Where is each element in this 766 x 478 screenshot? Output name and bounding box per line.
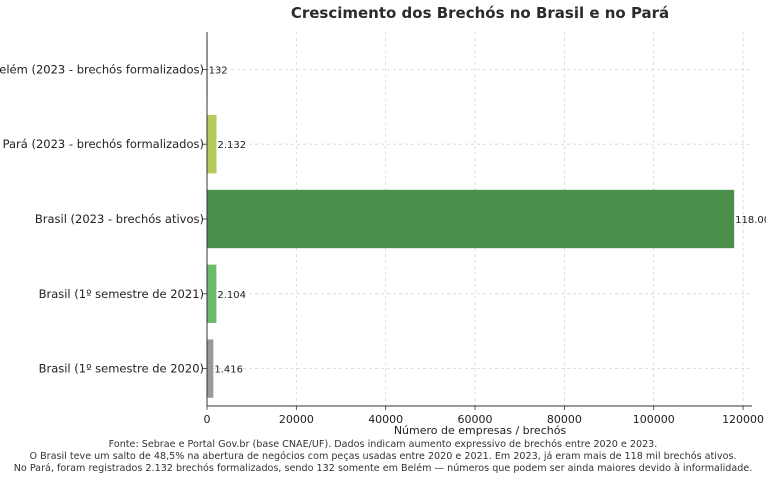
bar xyxy=(207,339,214,398)
x-tick-label: 100000 xyxy=(633,413,675,426)
x-tick-label: 20000 xyxy=(279,413,314,426)
x-tick-label: 80000 xyxy=(547,413,582,426)
chart-title: Crescimento dos Brechós no Brasil e no P… xyxy=(291,4,669,22)
bar xyxy=(207,115,217,174)
footer-line-source: Fonte: Sebrae e Portal Gov.br (base CNAE… xyxy=(108,439,658,450)
bar-value-label: 132 xyxy=(209,65,228,76)
footer-line-brasil: O Brasil teve um salto de 48,5% na abert… xyxy=(29,451,737,462)
category-label: Pará (2023 - brechós formalizados) xyxy=(3,137,204,151)
footer-note: Fonte: Sebrae e Portal Gov.br (base CNAE… xyxy=(0,439,766,475)
bar-value-label: 1.416 xyxy=(214,365,243,376)
footer-line-para: No Pará, foram registrados 2.132 brechós… xyxy=(13,463,753,474)
bars: 132 2.132 118.000 2.104 1.416 xyxy=(207,40,766,398)
bar-value-label: 2.104 xyxy=(217,290,246,301)
bar-value-label: 2.132 xyxy=(218,140,247,151)
category-label: Brasil (1º semestre de 2021) xyxy=(39,287,204,301)
x-tick-label: 0 xyxy=(204,413,211,426)
category-label: Brasil (2023 - brechós ativos) xyxy=(35,212,204,226)
x-axis-label: Número de empresas / brechós xyxy=(394,424,567,437)
category-label: Belém (2023 - brechós formalizados) xyxy=(0,62,204,76)
category-label: Brasil (1º semestre de 2020) xyxy=(39,362,204,376)
bar xyxy=(207,189,735,249)
x-tick-label: 60000 xyxy=(458,413,493,426)
bar-value-label: 118.000 xyxy=(735,215,766,226)
x-tick-label: 40000 xyxy=(368,413,403,426)
x-tick-label: 120000 xyxy=(722,413,764,426)
axes: 0 20000 40000 60000 80000 100000 120000 Belém (… xyxy=(0,32,764,426)
bar xyxy=(207,264,217,323)
